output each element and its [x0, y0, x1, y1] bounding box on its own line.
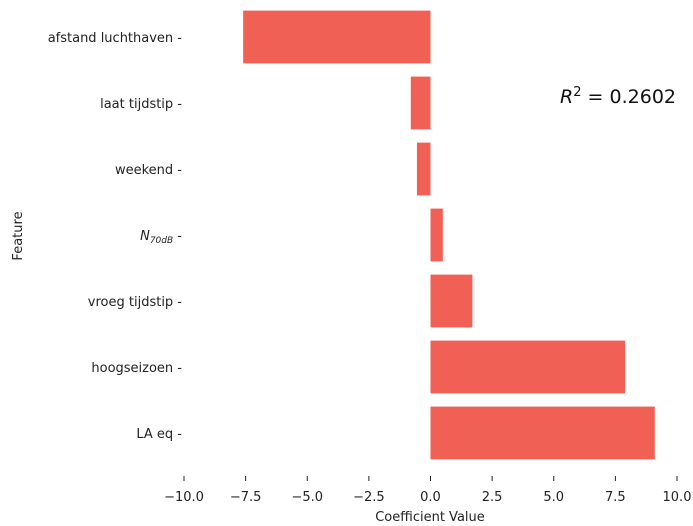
y-tick-label: hoogseizoen - — [91, 361, 182, 376]
x-tick-label: −10.0 — [164, 490, 204, 505]
x-tick-label: 2.5 — [482, 490, 503, 505]
bar-afstand-luchthaven — [243, 10, 431, 64]
x-tick-label: 7.5 — [605, 490, 626, 505]
bar-vroeg-tijdstip — [430, 274, 473, 328]
x-tick-label: −5.0 — [291, 490, 323, 505]
y-tick-label: laat tijdstip - — [100, 97, 182, 112]
bar-laat-tijdstip — [410, 76, 431, 130]
x-tick-label: −7.5 — [230, 490, 262, 505]
y-tick-label: LA eq - — [136, 427, 182, 442]
y-tick-label: weekend - — [115, 163, 182, 178]
r-squared-value: = 0.2602 — [582, 86, 676, 108]
r-squared-sup: 2 — [573, 85, 581, 100]
y-tick-label: N70dB - — [140, 229, 182, 246]
y-tick-label: afstand luchthaven - — [48, 31, 183, 46]
x-tick-labels: −10.0 −7.5 −5.0 −2.5 0.0 2.5 5.0 7.5 10.0 — [164, 476, 691, 505]
bar-n-70db — [430, 208, 443, 262]
bar-weekend — [416, 142, 431, 196]
y-axis-label: Feature — [11, 211, 26, 260]
x-tick-label: −2.5 — [353, 490, 385, 505]
x-tick-label: 5.0 — [543, 490, 564, 505]
r-squared-annotation: R2 = 0.2602 — [560, 85, 676, 109]
x-tick-label: 0.0 — [420, 490, 441, 505]
x-tick-label: 10.0 — [663, 490, 692, 505]
x-axis-label: Coefficient Value — [375, 510, 485, 525]
bars-group — [243, 10, 655, 460]
r-squared-var: R — [560, 86, 573, 108]
bar-hoogseizoen — [430, 340, 626, 394]
y-tick-label: vroeg tijdstip - — [88, 295, 183, 310]
bar-la-eq — [430, 406, 655, 460]
y-tick-labels: afstand luchthaven - laat tijdstip - weeke… — [48, 31, 183, 442]
